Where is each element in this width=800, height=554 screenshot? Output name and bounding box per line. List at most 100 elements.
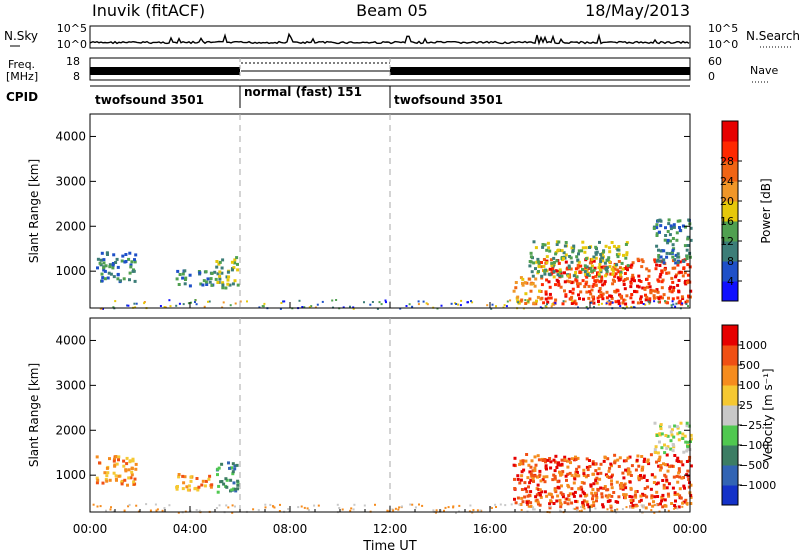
nave-right-label: Nave [750,64,778,77]
velocity-ground-cell [161,509,164,512]
power-cell [591,275,595,279]
power-colorbar-swatch [722,181,738,202]
velocity-ylabel: Slant Range [km] [27,363,41,467]
power-colorbar-tick-label: 16 [720,215,734,228]
velocity-ground-cell [303,506,306,509]
power-cell [569,297,573,301]
noise-trace-line [89,32,690,46]
power-cell [119,279,122,283]
velocity-cell [577,487,581,491]
velocity-ground-cell [109,508,112,511]
velocity-cell [529,490,533,494]
velocity-ground-cell [625,506,628,509]
velocity-cell [657,464,661,468]
velocity-colorbar-label: Velocity [m s⁻¹] [761,368,775,461]
power-cell [205,283,209,286]
velocity-cell [189,479,193,483]
power-ground-cell [399,307,402,310]
power-cell [615,253,619,257]
velocity-colorbar-tick-label: 500 [739,359,760,372]
velocity-cell [105,474,109,478]
power-cell [652,227,656,230]
velocity-cell [577,474,581,478]
velocity-cell [631,505,635,509]
power-cell [106,276,110,280]
power-cell [608,250,612,254]
velocity-cell [591,497,594,501]
velocity-cell [629,486,633,490]
velocity-cell [556,494,560,498]
power-cell [594,252,598,256]
freq-bar-1 [90,67,240,75]
velocity-cell [657,458,661,462]
velocity-cell [231,472,235,476]
velocity-cell [669,439,673,443]
power-cell [581,240,585,244]
power-cell [685,257,689,260]
power-cell [671,280,675,284]
velocity-cell [685,424,689,428]
velocity-cell [624,486,628,490]
velocity-cell [609,475,613,479]
power-ground-cell [440,304,443,307]
power-ground-cell [664,300,666,303]
power-cell [609,272,613,276]
velocity-cell [666,469,670,473]
power-cell [661,296,664,300]
power-cell [617,252,621,256]
power-cell [611,272,615,276]
power-cell [127,257,131,261]
velocity-cell [230,488,234,492]
power-cell [591,284,595,288]
power-ground-cell [619,305,622,307]
power-ground-cell [505,305,508,308]
velocity-cell [127,468,131,472]
velocity-cell [637,476,641,480]
power-cell [625,253,629,257]
power-ground-cell [207,300,209,303]
power-ground-cell [685,303,688,305]
power-cell [622,298,626,302]
power-cell [519,276,523,280]
velocity-cell [628,480,632,484]
power-cell [671,237,675,240]
power-ground-cell [647,300,650,303]
velocity-cell [236,479,240,483]
power-cell [665,271,669,275]
power-cell [608,294,612,298]
velocity-cell [525,501,529,504]
velocity-cell [624,459,628,463]
power-cell [619,275,623,279]
velocity-ground-cell [452,505,455,508]
power-cell [128,278,131,282]
power-cell [541,245,545,249]
velocity-cell [582,472,586,476]
velocity-cell [101,481,105,485]
velocity-cell [559,501,563,505]
velocity-cell [596,487,600,491]
power-ground-cell [495,305,497,308]
power-cell [622,279,626,283]
velocity-cell [649,453,653,457]
velocity-cell [609,462,613,466]
power-cell [658,218,662,222]
power-cell [532,240,536,244]
velocity-cell [535,487,539,491]
velocity-cell [658,440,661,444]
velocity-cell [543,458,547,461]
velocity-cell [678,494,682,498]
power-cell [133,258,136,262]
velocity-cell [638,500,642,504]
power-ylabel: Slant Range [km] [27,159,41,263]
power-cell [645,277,649,281]
velocity-cell [640,468,644,472]
velocity-cell [636,454,640,458]
velocity-colorbar-swatch [722,485,738,506]
power-cell [563,244,567,248]
velocity-ground-cell [409,503,412,506]
velocity-cell [531,477,535,481]
power-cell [664,234,668,237]
power-cell [683,244,687,248]
velocity-cell [601,503,605,507]
power-cell [216,272,220,276]
